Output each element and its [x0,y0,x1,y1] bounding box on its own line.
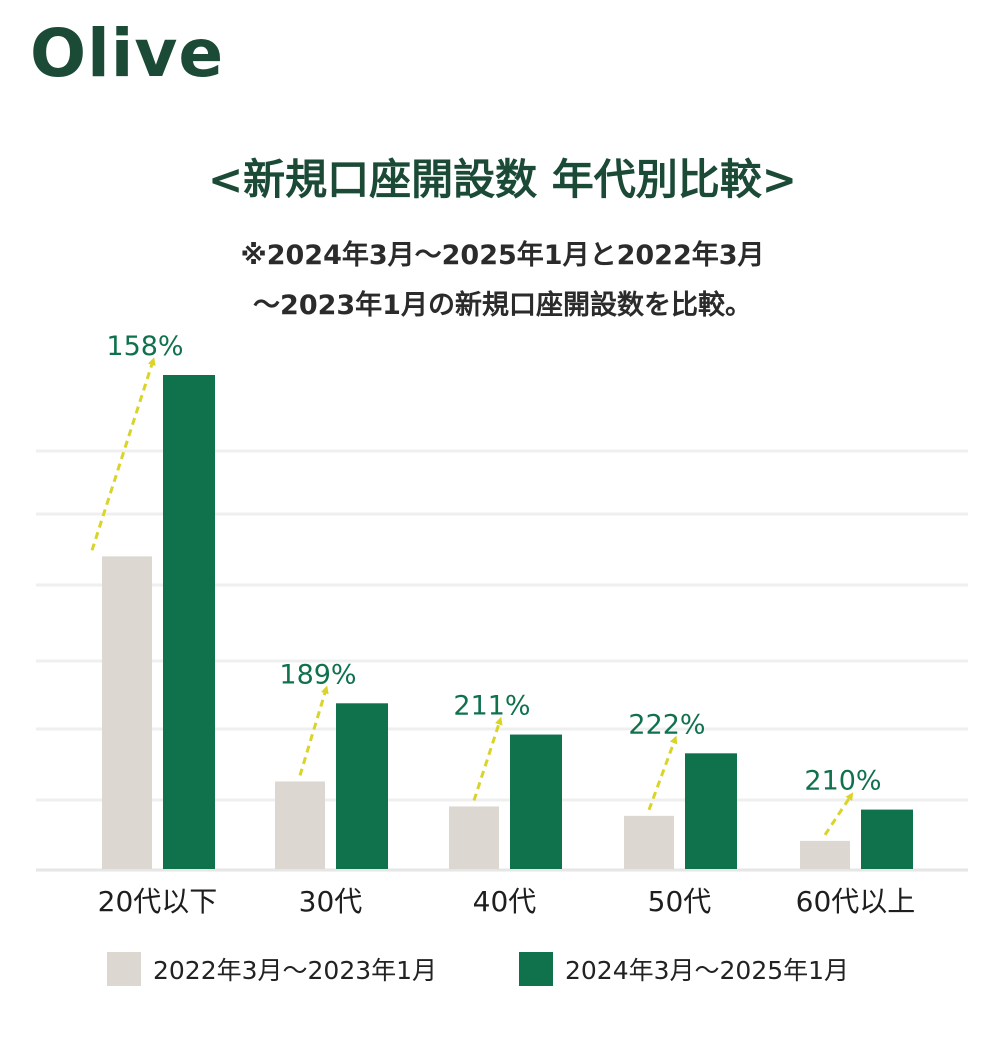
legend-swatch-prev [107,952,141,986]
legend-item-curr: 2024年3月～2025年1月 [519,950,849,988]
growth-label: 211% [453,691,530,722]
growth-arrow [90,357,156,551]
chart-note-line1: ※2024年3月～2025年1月と2022年3月 [240,240,765,271]
growth-arrow [823,792,854,836]
bar-prev [449,806,499,869]
bar-curr [861,809,913,869]
growth-label: 210% [804,766,881,797]
bar-curr [336,703,388,869]
legend-item-prev: 2022年3月～2023年1月 [107,950,437,988]
category-label: 40代 [473,885,537,918]
legend-label-curr: 2024年3月～2025年1月 [565,956,850,985]
chart-title: <新規口座開設数 年代別比較> [207,155,797,204]
bar-prev [800,840,850,869]
category-label: 60代以上 [796,885,916,918]
legend-swatch-curr [519,952,553,986]
category-label: 50代 [648,885,712,918]
category-labels: 20代以下 30代 40代 50代 60代以上 [98,885,916,918]
bar-chart: 158% 189% 211% 222% 210% 20代以下 30代 40代 50代 60代以上 [36,331,968,918]
bar-curr [510,734,562,869]
bar-prev [102,556,152,869]
bar-prev [624,815,674,869]
category-label: 30代 [299,885,363,918]
growth-arrow [472,716,503,801]
legend-label-prev: 2022年3月～2023年1月 [153,956,438,985]
bar-curr [685,753,737,869]
bar-prev [275,781,325,869]
growth-label: 158% [106,331,183,362]
growth-labels: 158% 189% 211% 222% 210% [106,331,881,797]
growth-label: 189% [279,659,356,690]
growth-arrow [647,735,678,811]
bars [102,375,913,869]
growth-arrows [90,357,854,836]
chart-note-line2: ～2023年1月の新規口座開設数を比較。 [253,290,752,321]
growth-arrow [298,685,329,776]
bar-curr [163,375,215,869]
growth-label: 222% [628,709,705,740]
olive-logo: Olive [30,15,225,92]
category-label: 20代以下 [98,885,218,918]
